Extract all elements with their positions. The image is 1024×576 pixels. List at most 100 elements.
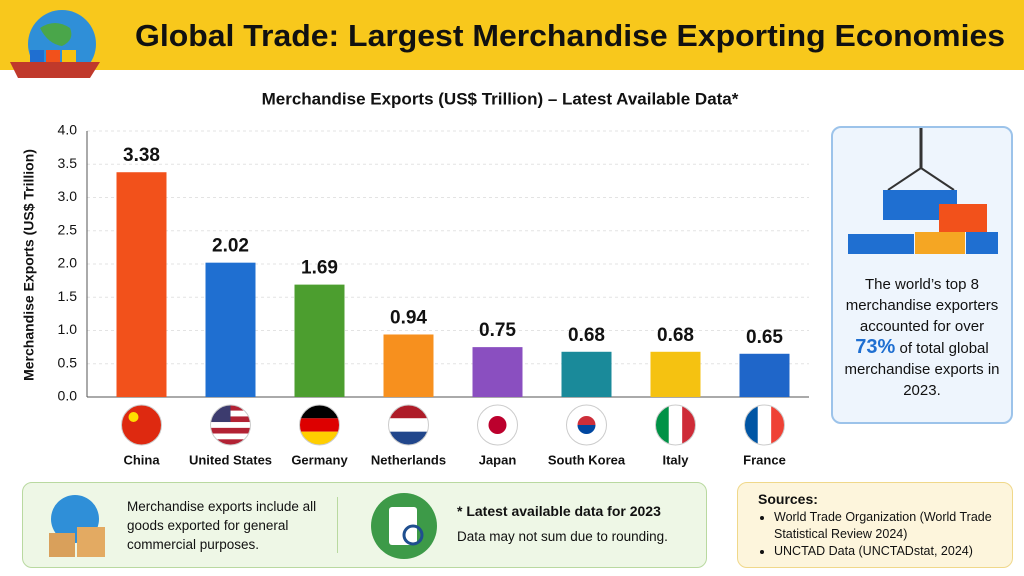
flag-stripe: [388, 405, 429, 419]
y-tick-label: 2.5: [58, 221, 78, 237]
sources-list: World Trade Organization (World Trade St…: [738, 509, 1004, 560]
chart-subtitle: Merchandise Exports (US$ Trillion) – Lat…: [262, 89, 739, 108]
x-tick-label: China: [123, 452, 160, 467]
value-label: 0.68: [568, 325, 605, 346]
flag-ring: [566, 404, 607, 446]
clipboard-icon: [371, 493, 437, 559]
value-label: 0.68: [657, 325, 694, 346]
y-axis-label: Merchandise Exports (US$ Trillion): [21, 149, 37, 381]
flag-stripe: [210, 439, 251, 445]
container-icon: [966, 232, 998, 254]
x-tick-label: Italy: [662, 452, 689, 467]
sources-title: Sources:: [758, 491, 818, 507]
flag-icon: [566, 405, 607, 445]
value-label: 0.94: [390, 308, 427, 329]
x-tick-label: United States: [189, 452, 272, 467]
container-icon: [62, 50, 76, 62]
container-icon: [30, 50, 44, 62]
y-tick-label: 0.5: [58, 354, 78, 370]
side-note-text: The world’s top 8 merchandise exporters …: [845, 276, 999, 335]
y-tick-label: 1.0: [58, 321, 78, 337]
flag-stripe: [771, 405, 785, 445]
bar: [116, 172, 167, 397]
side-note-text: of total global merchandise exports in 2…: [844, 340, 1000, 399]
y-tick-label: 2.0: [58, 255, 78, 271]
flag-stripe: [388, 418, 429, 432]
ship-icon: [10, 62, 100, 78]
flag-star: [128, 412, 139, 422]
value-label: 2.02: [212, 236, 249, 257]
footer-note: Merchandise exports include all goods ex…: [127, 499, 317, 552]
flag-field: [121, 405, 162, 445]
side-note-highlight: 73%: [855, 336, 896, 358]
x-tick-label: Germany: [291, 452, 348, 467]
flag-ring: [477, 404, 518, 446]
flag-stripe: [682, 405, 696, 445]
source-item: World Trade Organization (World Trade St…: [774, 509, 1004, 543]
side-panel: The world’s top 8 merchandise exporters …: [831, 126, 1013, 424]
source-item: UNCTAD Data (UNCTADstat, 2024): [774, 543, 1004, 560]
flag-ring: [299, 404, 340, 446]
clipboard: [389, 507, 417, 545]
footer-notes: Merchandise exports include all goods ex…: [22, 482, 707, 568]
globe-boxes-icon: [49, 495, 105, 557]
flag-stripe: [299, 405, 340, 419]
y-tick-label: 3.0: [58, 188, 78, 204]
flag-ring: [388, 404, 429, 446]
flag-stripe: [757, 405, 772, 445]
flag-ring: [121, 404, 162, 446]
container-icon: [848, 234, 914, 254]
x-tick-label: South Korea: [548, 452, 626, 467]
flag-icon: [299, 405, 340, 445]
flag-ring: [744, 404, 785, 446]
y-tick-label: 1.5: [58, 288, 78, 304]
flag-ring: [655, 404, 696, 446]
container-illustration: [848, 128, 998, 254]
box-icon: [49, 533, 75, 557]
bar: [294, 284, 345, 397]
flag-stripe: [388, 431, 429, 445]
flag-icon: [477, 405, 518, 445]
y-tick-label: 4.0: [58, 122, 78, 138]
value-label: 0.65: [746, 327, 783, 348]
bar: [383, 334, 434, 397]
box-icon: [77, 527, 105, 557]
crane-slings: [887, 167, 955, 191]
sources-box: Sources: World Trade Organization (World…: [737, 482, 1013, 568]
flag-disc: [577, 416, 596, 425]
flag-stripe: [655, 405, 669, 445]
value-label: 0.75: [479, 320, 516, 341]
bar: [472, 347, 523, 397]
bar: [561, 351, 612, 397]
flag-disc: [577, 425, 596, 434]
flag-ring: [210, 404, 251, 446]
flag-stripe: [744, 405, 758, 445]
container-icon: [939, 204, 987, 232]
bar: [739, 353, 790, 397]
x-tick-label: Japan: [479, 452, 517, 467]
flag-stripe: [299, 431, 340, 445]
data-note-text: Data may not sum due to rounding.: [457, 529, 668, 544]
bar: [205, 262, 256, 397]
bar: [650, 351, 701, 397]
value-label: 3.38: [123, 145, 160, 166]
header-bar: [0, 0, 1024, 70]
data-note-title: * Latest available data for 2023: [457, 503, 661, 519]
flag-disc: [488, 416, 507, 434]
chart-title: Global Trade: Largest Merchandise Export…: [135, 18, 1005, 53]
y-tick-label: 0.0: [58, 388, 78, 404]
globe-land: [40, 23, 72, 46]
value-label: 1.69: [301, 258, 338, 279]
flag-icon: [744, 405, 785, 445]
side-note: The world’s top 8 merchandise exporters …: [841, 274, 1003, 401]
magnifier: [402, 524, 424, 546]
flag-icon: [388, 405, 429, 445]
flag-stripe: [210, 433, 251, 440]
divider: [337, 497, 338, 553]
container-icon: [915, 232, 965, 254]
flag-stripe: [210, 427, 251, 434]
x-tick-label: Netherlands: [371, 452, 446, 467]
x-tick-label: France: [743, 452, 786, 467]
